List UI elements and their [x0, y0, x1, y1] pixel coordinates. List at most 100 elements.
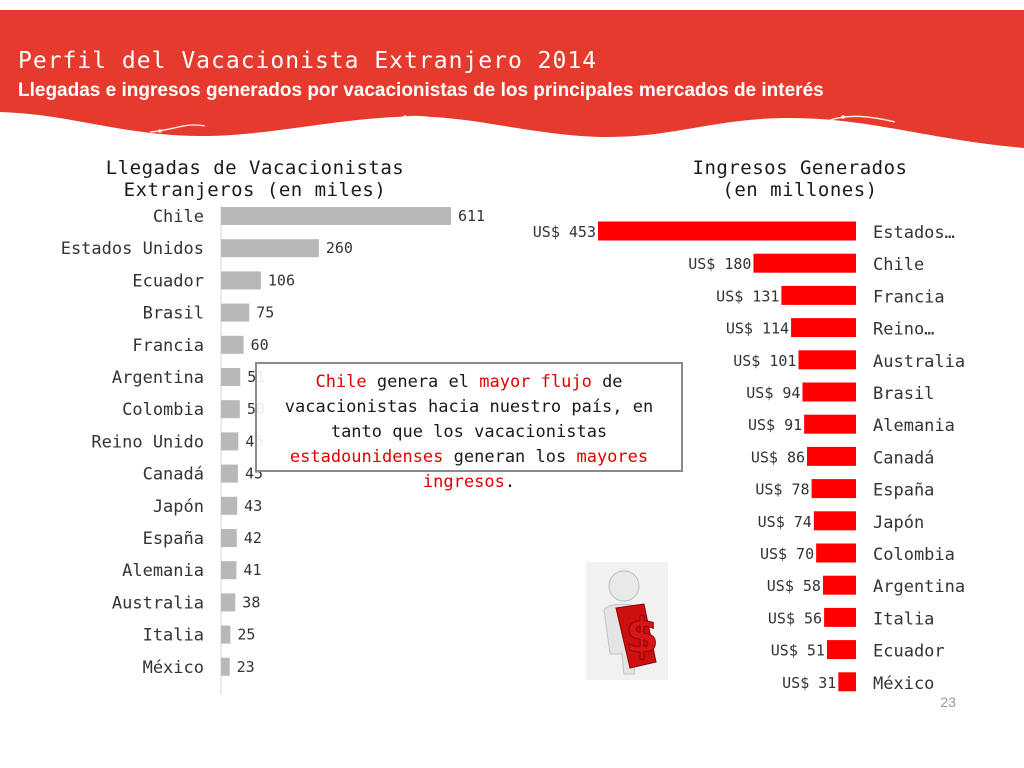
- right-value-label: US$ 70: [760, 545, 814, 563]
- left-value-label: 60: [251, 336, 269, 354]
- callout-text-4: .: [504, 472, 516, 492]
- right-value-label: US$ 94: [746, 384, 800, 402]
- banner-swirls: [149, 115, 896, 133]
- right-bar: [753, 253, 856, 273]
- left-bar: [221, 464, 238, 483]
- left-category-label: Japón: [153, 497, 204, 517]
- left-category-label: Reino Unido: [91, 432, 204, 452]
- callout-text-2: de vacacionistas hacia nuestro país, en …: [284, 372, 654, 442]
- right-category-label: Ecuador: [873, 642, 945, 662]
- right-value-label: US$ 31: [782, 674, 836, 692]
- right-value-label: US$ 101: [733, 352, 796, 370]
- right-bar: [781, 285, 856, 305]
- page-title: Perfil del Vacacionista Extranjero 2014: [18, 48, 598, 74]
- left-value-label: 106: [268, 271, 295, 289]
- left-bar: [221, 625, 231, 644]
- right-value-label: US$ 180: [688, 255, 751, 273]
- right-bar: [824, 607, 856, 627]
- right-value-label: US$ 56: [768, 609, 822, 627]
- page-number: 23: [940, 694, 956, 710]
- banner-shape: [0, 10, 1024, 148]
- right-category-label: Japón: [873, 513, 924, 533]
- left-bar: [221, 271, 261, 290]
- right-category-label: Argentina: [873, 577, 965, 597]
- callout-text-1: genera el: [366, 372, 480, 392]
- right-category-label: Reino…: [873, 320, 934, 340]
- right-value-label: US$ 78: [755, 481, 809, 499]
- left-value-label: 42: [244, 529, 262, 547]
- right-category-label: Brasil: [873, 384, 934, 404]
- right-category-label: Canadá: [873, 448, 934, 468]
- page-subtitle: Llegadas e ingresos generados por vacaci…: [18, 80, 824, 101]
- right-value-label: US$ 114: [726, 320, 789, 338]
- right-category-label: España: [873, 481, 934, 501]
- right-chart-heading-line2: (en millones): [722, 179, 878, 201]
- left-category-label: Argentina: [112, 368, 204, 388]
- left-value-label: 611: [458, 207, 485, 225]
- left-chart-heading: Llegadas de Vacacionistas Extranjeros (e…: [40, 157, 470, 201]
- left-category-label: Estados Unidos: [61, 239, 204, 259]
- right-value-label: US$ 453: [533, 223, 596, 241]
- left-category-label: México: [143, 658, 204, 678]
- left-value-label: 41: [243, 561, 261, 579]
- right-category-label: Francia: [873, 287, 945, 307]
- right-value-label: US$ 74: [758, 513, 812, 531]
- left-category-label: Chile: [153, 207, 204, 227]
- callout-chile: Chile: [315, 372, 367, 392]
- revenue-bar-chart: US$ 453 Estados… US$ 180 Chile US$ 131 Franci…: [533, 221, 965, 694]
- right-bar: [798, 350, 856, 370]
- callout-estadounidenses: estadounidenses: [289, 447, 444, 467]
- insight-callout: Chile genera el mayor flujo de vacacioni…: [255, 362, 683, 492]
- right-chart-heading: Ingresos Generados (en millones): [595, 157, 1005, 201]
- left-bar: [221, 335, 244, 354]
- right-value-label: US$ 86: [751, 448, 805, 466]
- left-bar: [221, 593, 236, 612]
- left-category-label: Francia: [132, 336, 204, 356]
- right-category-label: Colombia: [873, 545, 955, 565]
- left-chart-heading-line1: Llegadas de Vacacionistas: [105, 157, 405, 179]
- left-value-label: 43: [244, 497, 262, 515]
- right-bar: [807, 446, 856, 466]
- left-category-label: Canadá: [143, 465, 204, 485]
- callout-mayores-ingresos: mayores ingresos: [422, 447, 649, 492]
- right-bar: [804, 414, 856, 434]
- left-value-label: 23: [237, 658, 255, 676]
- right-chart-heading-line1: Ingresos Generados: [692, 157, 908, 179]
- left-bar: [221, 496, 238, 515]
- right-bar: [822, 575, 856, 595]
- left-category-label: Alemania: [122, 561, 204, 581]
- left-value-label: 260: [326, 239, 353, 257]
- right-bar: [838, 672, 856, 692]
- header-banner: [0, 10, 1024, 148]
- arrivals-bar-chart: Chile 611 Estados Unidos 260 Ecuador 106 Brasi…: [61, 205, 485, 695]
- person-with-dollar-icon: $: [586, 562, 668, 680]
- right-category-label: Australia: [873, 352, 965, 372]
- left-value-label: 38: [242, 593, 260, 611]
- left-bar: [221, 303, 250, 322]
- left-category-label: Brasil: [143, 304, 204, 324]
- right-value-label: US$ 58: [767, 577, 821, 595]
- left-bar: [221, 368, 241, 386]
- right-bar: [816, 543, 856, 563]
- right-bar: [826, 640, 856, 660]
- left-category-label: Ecuador: [132, 271, 204, 291]
- left-bar: [221, 400, 240, 419]
- left-category-label: Italia: [143, 626, 204, 646]
- left-category-label: España: [143, 529, 204, 549]
- right-bar: [802, 382, 856, 402]
- right-value-label: US$ 131: [716, 287, 779, 305]
- right-bar: [598, 221, 856, 241]
- right-bar: [791, 318, 856, 338]
- callout-text-3: generan los: [443, 447, 577, 467]
- right-category-label: Alemania: [873, 416, 955, 436]
- left-value-label: 75: [256, 304, 274, 322]
- svg-text:$: $: [625, 608, 658, 664]
- left-bar: [221, 207, 451, 225]
- left-bar: [221, 561, 237, 580]
- right-value-label: US$ 51: [771, 642, 825, 660]
- left-bar: [221, 657, 230, 676]
- left-category-label: Australia: [112, 593, 204, 613]
- callout-mayor-flujo: mayor flujo: [479, 372, 592, 392]
- left-value-label: 25: [237, 626, 255, 644]
- left-category-label: Colombia: [122, 400, 204, 420]
